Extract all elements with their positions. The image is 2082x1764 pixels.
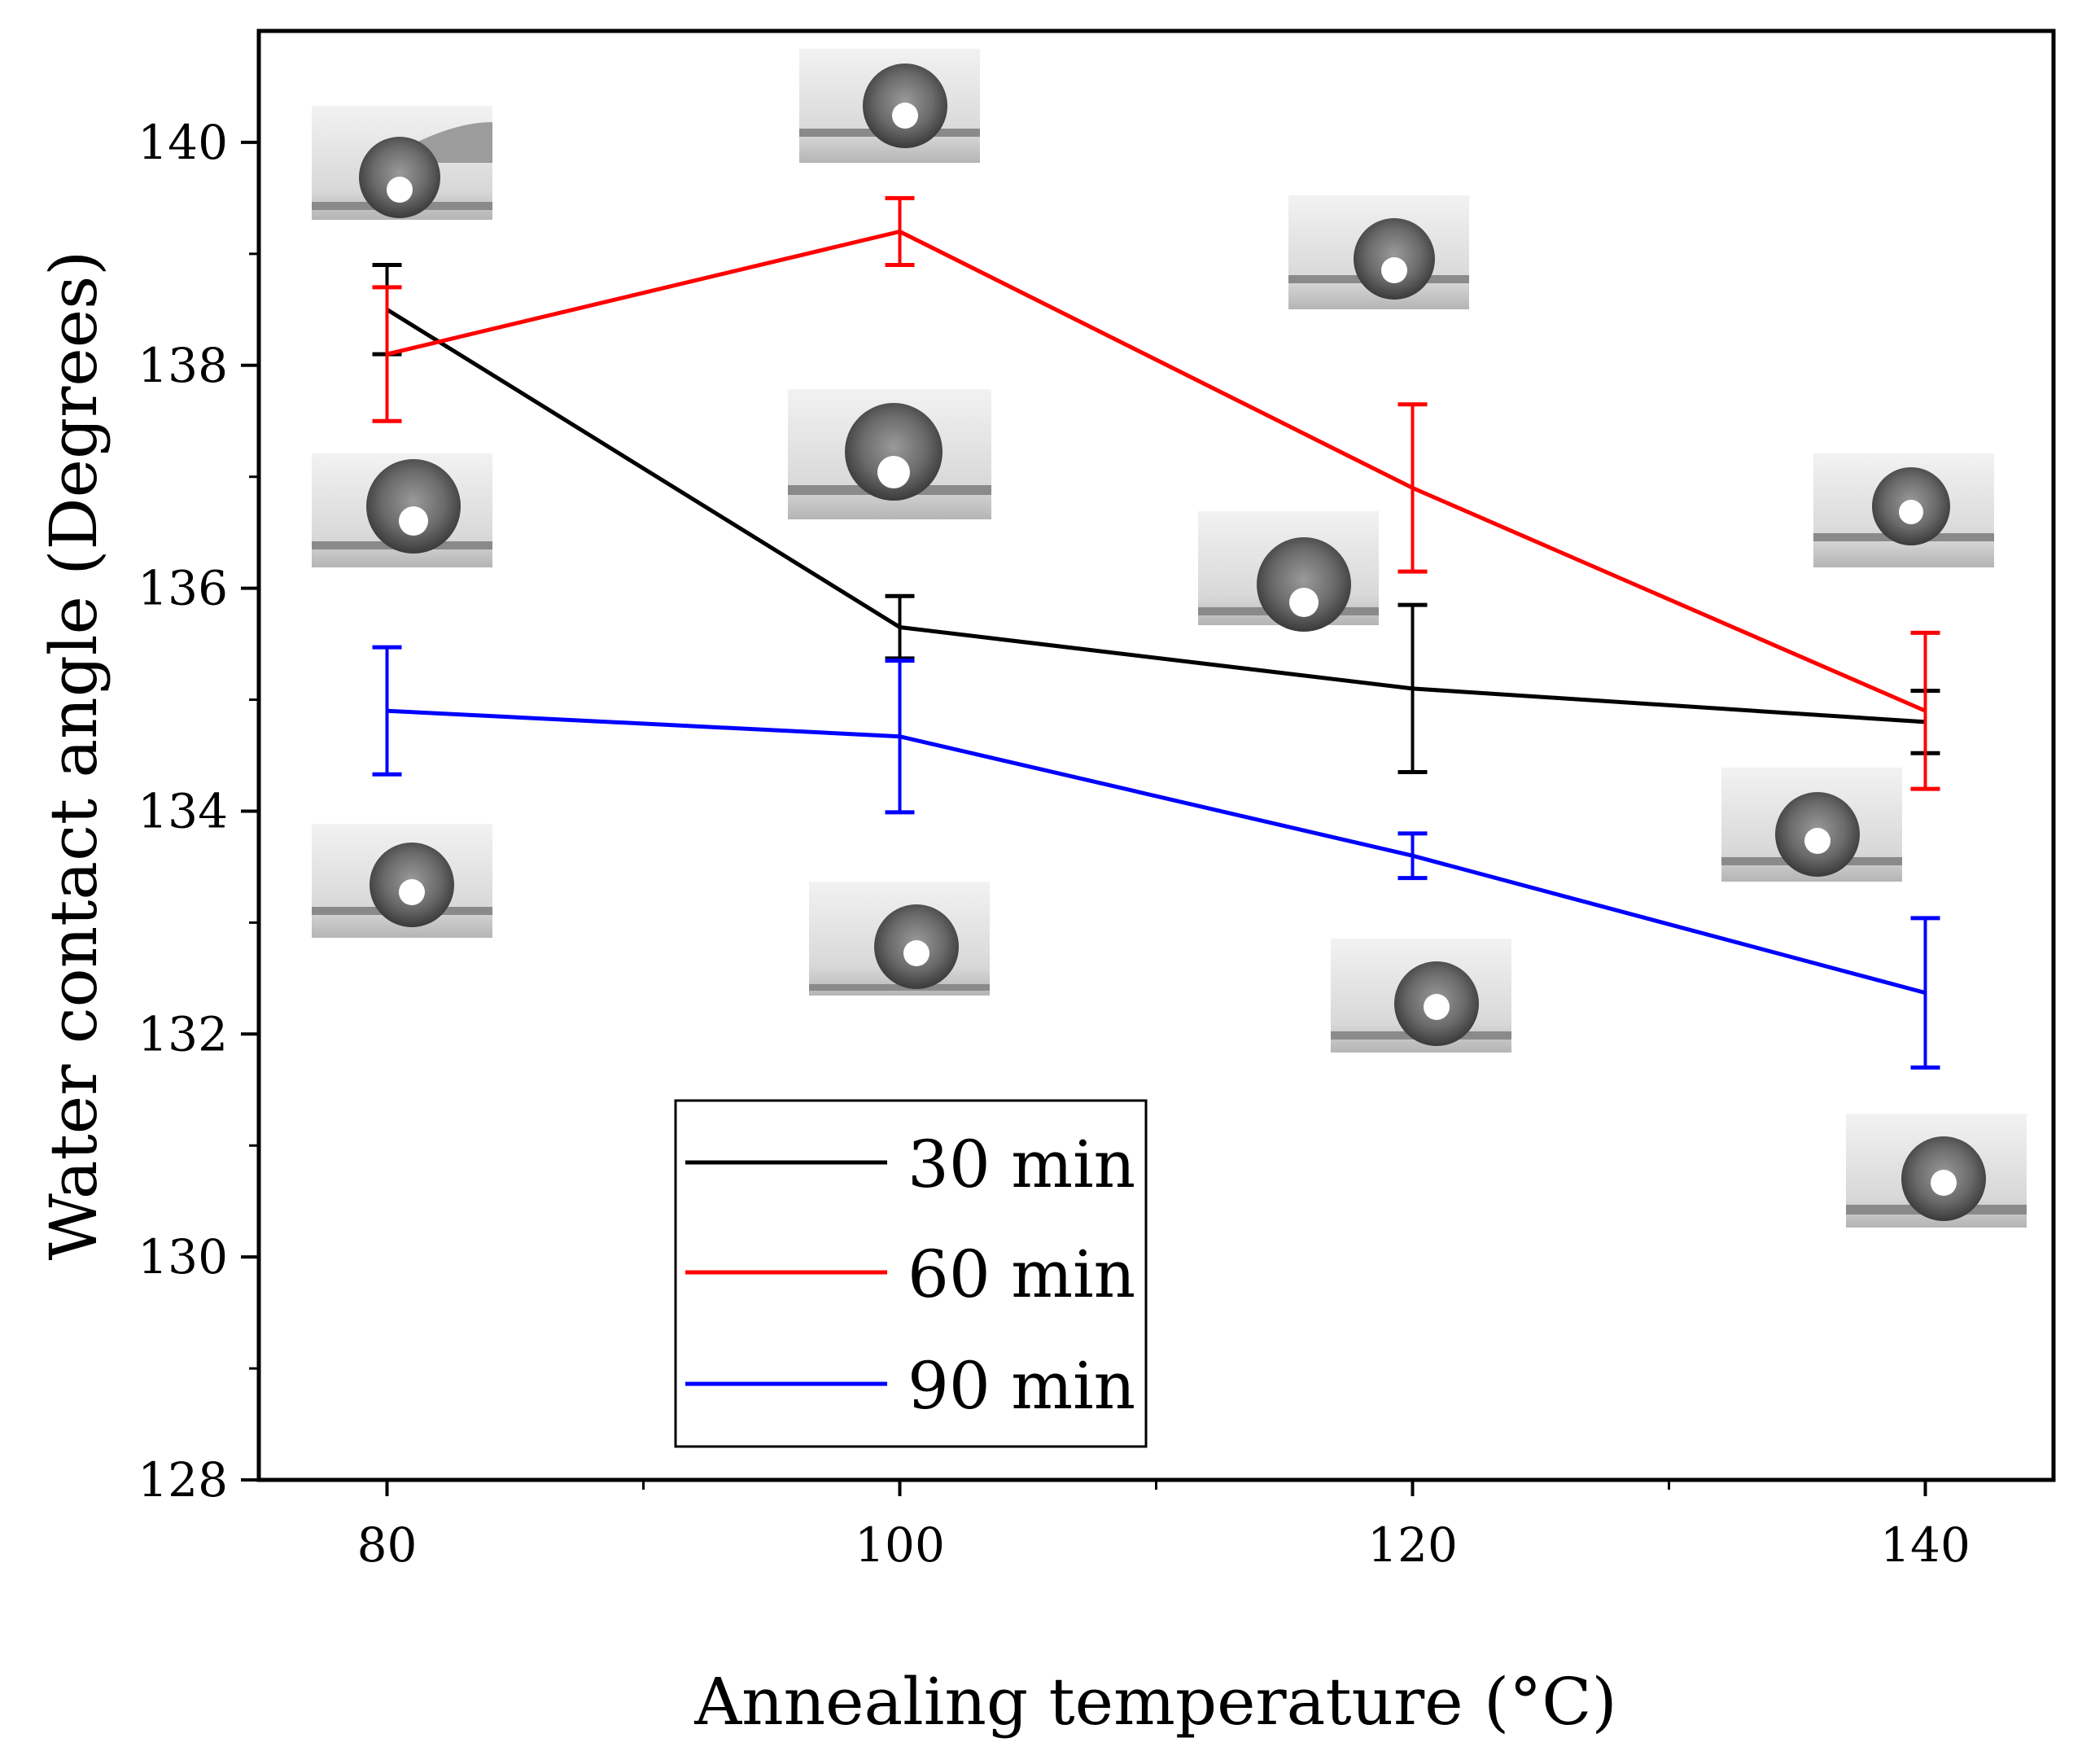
plot-frame [256, 28, 2056, 1482]
series-line-30min [386, 308, 1926, 724]
droplet-photo-120-30min [1288, 195, 1469, 309]
error-bar-60min-120 [1397, 402, 1428, 574]
y-tick-label-128: 128 [138, 1452, 228, 1508]
series-60min [372, 195, 1940, 791]
y-tick-label-130: 130 [138, 1229, 228, 1285]
x-axis-ticks: 80 100 120 140 [357, 1480, 1970, 1573]
droplet-photo-100-90min [809, 882, 990, 996]
y-tick-label-138: 138 [138, 338, 228, 393]
droplet-photo-100-30min [799, 49, 980, 163]
x-tick-label-140: 140 [1880, 1517, 1970, 1573]
error-bar-60min-100 [885, 195, 915, 268]
droplet-photo-140-60min [1813, 453, 1994, 567]
error-bar-60min-80 [372, 285, 402, 423]
legend-label-30min: 30 min [908, 1127, 1135, 1202]
droplet-photos [312, 49, 2027, 1228]
droplet-photo-140-bottom [1846, 1114, 2027, 1228]
error-bar-30min-100 [885, 593, 915, 661]
legend-label-60min: 60 min [908, 1237, 1135, 1312]
y-tick-label-132: 132 [138, 1006, 228, 1061]
y-tick-label-134: 134 [138, 783, 228, 838]
error-bar-90min-140 [1910, 916, 1940, 1070]
series-30min [372, 263, 1940, 775]
error-bar-90min-120 [1397, 831, 1428, 881]
series-line-90min [387, 708, 1927, 996]
y-axis-ticks: 128 130 132 134 136 138 140 [138, 115, 259, 1508]
x-tick-label-100: 100 [855, 1517, 945, 1573]
y-axis-title: Water contact angle (Degrees) [36, 251, 112, 1261]
x-tick-label-120: 120 [1367, 1517, 1458, 1573]
droplet-photo-140-90min [1721, 768, 1902, 882]
series-90min [372, 645, 1940, 1070]
droplet-photo-120-90min [1331, 939, 1511, 1053]
error-bar-90min-80 [372, 645, 402, 777]
y-tick-label-140: 140 [138, 115, 228, 170]
legend-label-90min: 90 min [908, 1348, 1135, 1424]
error-bar-30min-120 [1397, 602, 1428, 775]
legend: 30 min 60 min 90 min [674, 1099, 1148, 1448]
error-bar-60min-140 [1910, 630, 1940, 791]
series-layer [372, 195, 1940, 1070]
droplet-photo-80-60min [312, 453, 492, 567]
series-line-60min [386, 229, 1927, 713]
droplet-photo-80-30min [312, 106, 492, 220]
droplet-photo-100-60min [788, 389, 991, 519]
error-bar-90min-100 [885, 659, 915, 815]
y-tick-label-136: 136 [138, 561, 228, 616]
x-tick-label-80: 80 [357, 1517, 418, 1573]
x-axis-title: Annealing temperature (°C) [693, 1664, 1616, 1740]
droplet-photo-80-90min [312, 824, 492, 938]
droplet-photo-120-60min [1198, 511, 1379, 632]
